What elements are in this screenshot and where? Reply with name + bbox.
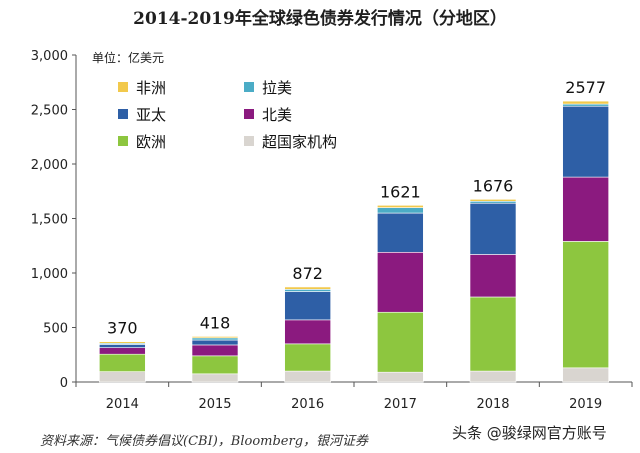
legend-label: 北美 (262, 106, 292, 124)
y-tick-label: 500 (43, 322, 68, 337)
total-data-label: 370 (107, 319, 138, 338)
bar-segment (284, 343, 331, 372)
total-data-label: 872 (292, 264, 323, 283)
bar-segment (191, 339, 239, 346)
unit-label: 单位：亿美元 (92, 50, 164, 65)
y-tick-label: 1,500 (31, 213, 68, 228)
legend-label: 拉美 (262, 79, 292, 97)
legend-swatch (244, 82, 254, 92)
bar-segment (377, 371, 424, 383)
axes-layer: 0 500 1,000 1,500 2,000 2,500 3,000 (31, 49, 633, 391)
bar-segment (284, 291, 331, 321)
total-data-label: 1676 (473, 176, 514, 195)
bar-segment (562, 100, 609, 105)
bar-segment (191, 336, 239, 339)
bar-segment (469, 202, 517, 255)
legend-swatch (244, 109, 254, 119)
x-tick-label: 2014 (106, 397, 139, 412)
bars-layer (99, 100, 609, 383)
legend-label: 超国家机构 (262, 133, 337, 151)
bar-segment (469, 296, 517, 372)
x-tick-label: 2017 (384, 397, 417, 412)
y-tick-label: 2,000 (31, 158, 68, 173)
watermark: 头条 @骏绿网官方账号 (448, 422, 611, 443)
total-data-label: 1621 (380, 182, 421, 201)
bar-segment (562, 367, 609, 383)
y-tick-label: 0 (60, 376, 68, 391)
bar-segment (469, 254, 517, 298)
y-tick-label: 2,500 (31, 104, 68, 119)
bar-segment (191, 344, 239, 357)
bar-segment (99, 347, 146, 355)
legend-swatch (118, 109, 128, 119)
legend-label: 欧洲 (136, 133, 166, 151)
bar-segment (469, 199, 517, 202)
chart-title: 2014-2019年全球绿色债券发行情况（分地区） (133, 9, 507, 29)
x-tick-label: 2018 (476, 397, 509, 412)
y-tick-label: 3,000 (31, 49, 68, 64)
bar-segment (99, 344, 146, 348)
bar-segment (99, 353, 146, 372)
legend-label: 亚太 (136, 106, 166, 124)
total-data-label: 418 (200, 313, 231, 332)
bar-segment (562, 241, 609, 369)
bar-segment (377, 251, 424, 313)
bar-segment (562, 103, 609, 107)
bar-segment (377, 311, 424, 373)
bar-segment (284, 370, 331, 383)
bar-segment (99, 371, 146, 383)
bar-segment (99, 341, 146, 344)
bar-segment (377, 212, 424, 253)
legend-swatch (118, 82, 128, 92)
legend-label: 非洲 (136, 79, 166, 97)
bar-segment (284, 286, 331, 290)
legend-swatch (118, 136, 128, 146)
y-tick-label: 1,000 (31, 267, 68, 282)
bar-segment (191, 373, 239, 383)
bar-segment (284, 319, 331, 345)
x-tick-label: 2015 (198, 397, 231, 412)
bar-segment (377, 205, 424, 208)
bar-segment (377, 207, 424, 214)
bar-segment (469, 370, 517, 383)
labels-layer: 370 2014 418 2015 872 2016 1621 2017 1676 2018 257… (106, 78, 606, 412)
bar-segment (284, 289, 331, 292)
bar-segment (191, 337, 239, 341)
bar-segment (562, 105, 609, 178)
bar-segment (191, 355, 239, 375)
total-data-label: 2577 (565, 78, 606, 97)
bar-segment (562, 176, 609, 242)
legend-swatch (244, 136, 254, 146)
source-note: 资料来源：气候债券倡议(CBI)，Bloomberg，银河证券 (40, 434, 369, 449)
x-tick-label: 2019 (569, 397, 602, 412)
x-tick-label: 2016 (291, 397, 324, 412)
